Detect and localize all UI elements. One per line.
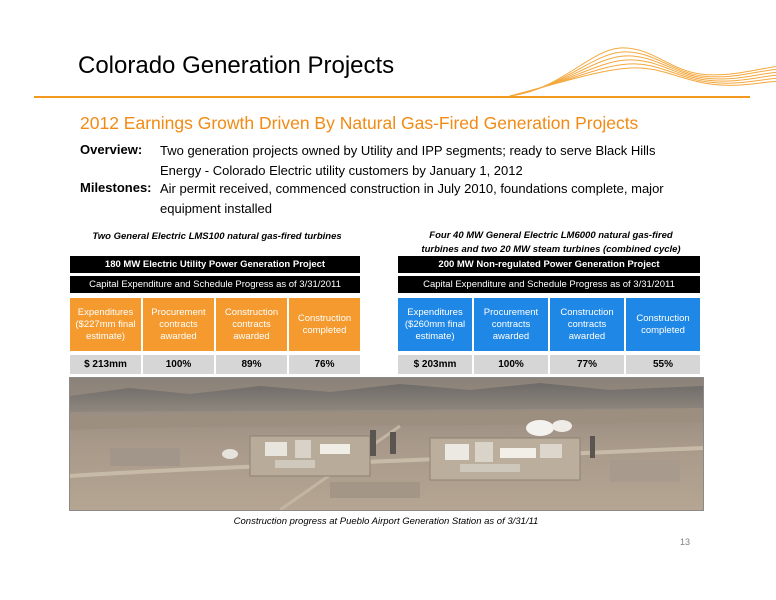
left-value-construction-completed: 76% [289, 355, 360, 374]
milestones-text: Air permit received, commenced construct… [160, 181, 664, 216]
left-value-expenditures: $ 213mm [70, 355, 141, 374]
page-number: 13 [680, 537, 691, 547]
title-divider [34, 96, 750, 98]
right-project-header: 200 MW Non-regulated Power Generation Pr… [398, 256, 700, 273]
right-progress-categories: Expenditures ($260mm final estimate) Pro… [398, 298, 700, 351]
right-category-procurement: Procurement contracts awarded [474, 298, 548, 351]
left-value-construction-contracts: 89% [216, 355, 287, 374]
right-category-construction-contracts: Construction contracts awarded [550, 298, 624, 351]
left-category-procurement: Procurement contracts awarded [143, 298, 214, 351]
left-project-subheader: Capital Expenditure and Schedule Progres… [70, 276, 360, 293]
overview-text: Two generation projects owned by Utility… [160, 143, 656, 178]
left-progress-categories: Expenditures ($227mm final estimate) Pro… [70, 298, 360, 351]
left-progress-values: $ 213mm 100% 89% 76% [70, 355, 360, 374]
right-category-construction-completed: Construction completed [626, 298, 700, 351]
left-category-expenditures: Expenditures ($227mm final estimate) [70, 298, 141, 351]
left-category-construction-completed: Construction completed [289, 298, 360, 351]
left-project-header: 180 MW Electric Utility Power Generation… [70, 256, 360, 273]
company-swoosh-logo [509, 47, 776, 97]
construction-site-illustration [70, 378, 703, 510]
right-value-construction-contracts: 77% [550, 355, 624, 374]
slide-subtitle: 2012 Earnings Growth Driven By Natural G… [80, 113, 639, 133]
page-title: Colorado Generation Projects [78, 52, 395, 79]
photo-caption: Construction progress at Pueblo Airport … [233, 516, 539, 527]
right-caption-line-1: Four 40 MW General Electric LM6000 natur… [429, 230, 673, 241]
left-value-procurement: 100% [143, 355, 214, 374]
right-value-procurement: 100% [474, 355, 548, 374]
left-category-construction-contracts: Construction contracts awarded [216, 298, 287, 351]
right-value-expenditures: $ 203mm [398, 355, 472, 374]
milestones-label: Milestones: [80, 180, 152, 195]
right-project-subheader: Capital Expenditure and Schedule Progres… [398, 276, 700, 293]
right-value-construction-completed: 55% [626, 355, 700, 374]
overview-label: Overview: [80, 142, 143, 157]
right-caption-line-2: turbines and two 20 MW steam turbines (c… [421, 244, 681, 255]
right-progress-values: $ 203mm 100% 77% 55% [398, 355, 700, 374]
construction-site-aerial-photo [69, 377, 704, 511]
right-project-caption: Four 40 MW General Electric LM6000 natur… [398, 229, 704, 257]
left-project-caption: Two General Electric LMS100 natural gas-… [92, 231, 342, 242]
right-category-expenditures: Expenditures ($260mm final estimate) [398, 298, 472, 351]
